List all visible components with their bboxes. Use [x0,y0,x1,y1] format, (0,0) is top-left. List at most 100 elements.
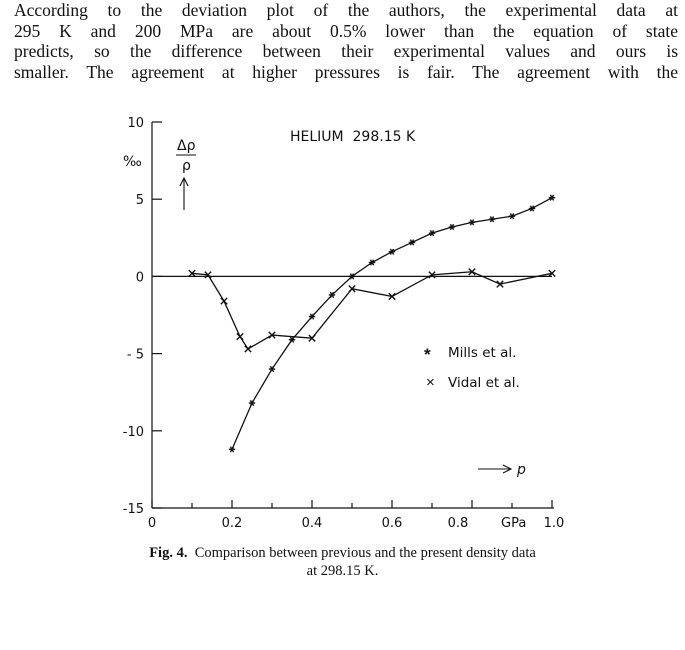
y-label-denominator: ρ [182,158,191,174]
star-stroke [529,205,535,212]
star-stroke [429,230,435,237]
star-stroke [369,259,375,266]
star-stroke [449,223,455,231]
legend-vidal-symbol: × [426,374,435,391]
data-point-mills [468,219,476,226]
cross-stroke [204,271,212,279]
data-point-mills [528,205,536,212]
caption-text-line1: Comparison between previous and the pres… [194,545,536,561]
figure-caption: Fig. 4. Comparison between previous and … [0,544,685,580]
right-arrow-icon [478,464,513,474]
cross-stroke [308,334,316,342]
data-point-mills [268,365,276,373]
x-tick-label: 0.2 [222,516,243,531]
data-point-vidal [220,297,228,305]
caption-text-line2: at 298.15 K. [306,563,379,579]
paragraph-line: 295 K and 200 MPa are about 0.5% lower t… [14,20,678,41]
data-point-vidal [244,345,252,353]
star-stroke [409,239,415,246]
data-point-vidal [348,285,356,293]
chart-tick-labels: 10 5 0 - 5 -10 -15 0 0.2 0.4 0.6 0.8 1.0 [123,116,565,531]
star-stroke [469,219,475,226]
y-tick-label: - 5 [127,348,144,363]
cross-stroke [388,292,396,301]
cross-stroke [220,297,228,305]
chart-axes [151,122,554,509]
data-point-vidal [236,332,244,341]
data-point-mills [448,223,456,231]
cross-stroke [468,268,476,276]
cross-stroke [428,271,436,279]
chart-ticks [151,121,553,509]
series-line-vidal [191,271,553,350]
data-point-mills [248,399,256,407]
star-stroke [249,399,255,407]
data-point-mills [408,239,416,246]
star-stroke [389,248,395,255]
chart-series-markers [188,194,556,453]
data-point-vidal [388,292,396,301]
x-tick-label: 0.4 [302,516,323,531]
body-paragraph: According to the deviation plot of the a… [14,0,678,82]
legend-mills-label: Mills et al. [448,345,516,361]
y-tick-label: -15 [123,502,144,517]
star-stroke [289,336,295,343]
cross-stroke [188,269,196,278]
data-point-vidal [468,268,476,276]
cross-stroke [244,345,252,353]
cross-stroke [496,280,504,288]
chart-title: HELIUM 298.15 K [290,129,416,145]
star-stroke [329,291,335,299]
data-point-mills [348,273,356,280]
data-point-mills [388,248,396,255]
data-point-vidal [268,331,276,339]
y-tick-label: 0 [136,270,144,285]
deviation-chart: 10 5 0 - 5 -10 -15 0 0.2 0.4 0.6 0.8 1.0 HELIUM 298… [123,116,565,531]
star-stroke [349,273,355,280]
data-point-vidal [308,334,316,342]
cross-stroke [236,332,244,341]
y-unit-label: ‰ [123,154,142,170]
paragraph-line: According to the deviation plot of the a… [14,0,678,20]
data-point-mills [548,194,556,201]
cross-stroke [548,269,556,278]
x-tick-label: 0.8 [448,516,469,531]
x-tick-label: 0 [148,516,156,531]
data-point-vidal [188,269,196,278]
cross-stroke [268,331,276,339]
star-stroke [229,446,235,453]
data-point-mills [228,446,236,453]
caption-label: Fig. 4. [149,545,188,561]
series-line-mills [231,197,553,450]
data-point-vidal [548,269,556,278]
star-stroke [489,216,495,223]
data-point-mills [288,336,296,343]
cross-stroke [348,285,356,293]
x-arrow-label: p [516,462,526,478]
legend-vidal-label: Vidal et al. [448,375,520,391]
paragraph-line: smaller. The agreement at higher pressur… [14,61,678,82]
chart-series-lines [191,197,553,450]
star-stroke [509,213,515,220]
data-point-mills [328,291,336,299]
star-stroke [269,365,275,373]
data-point-mills [308,313,316,320]
y-tick-label: 10 [127,116,144,131]
star-stroke [549,194,555,201]
data-point-vidal [496,280,504,288]
up-arrow-icon [179,176,189,210]
x-tick-label: 1.0 [544,516,565,531]
y-tick-label: -10 [123,425,144,440]
star-stroke [309,313,315,320]
data-point-vidal [428,271,436,279]
data-point-mills [368,259,376,266]
data-point-vidal [204,271,212,279]
y-label-numerator: Δρ [177,138,196,154]
x-unit-label: GPa [501,516,526,531]
legend: * Mills et al. × Vidal et al. [424,345,520,391]
data-point-mills [488,216,496,223]
legend-mills-symbol: * [424,345,431,364]
y-tick-label: 5 [136,193,144,208]
data-point-mills [508,213,516,220]
x-tick-label: 0.6 [382,516,403,531]
